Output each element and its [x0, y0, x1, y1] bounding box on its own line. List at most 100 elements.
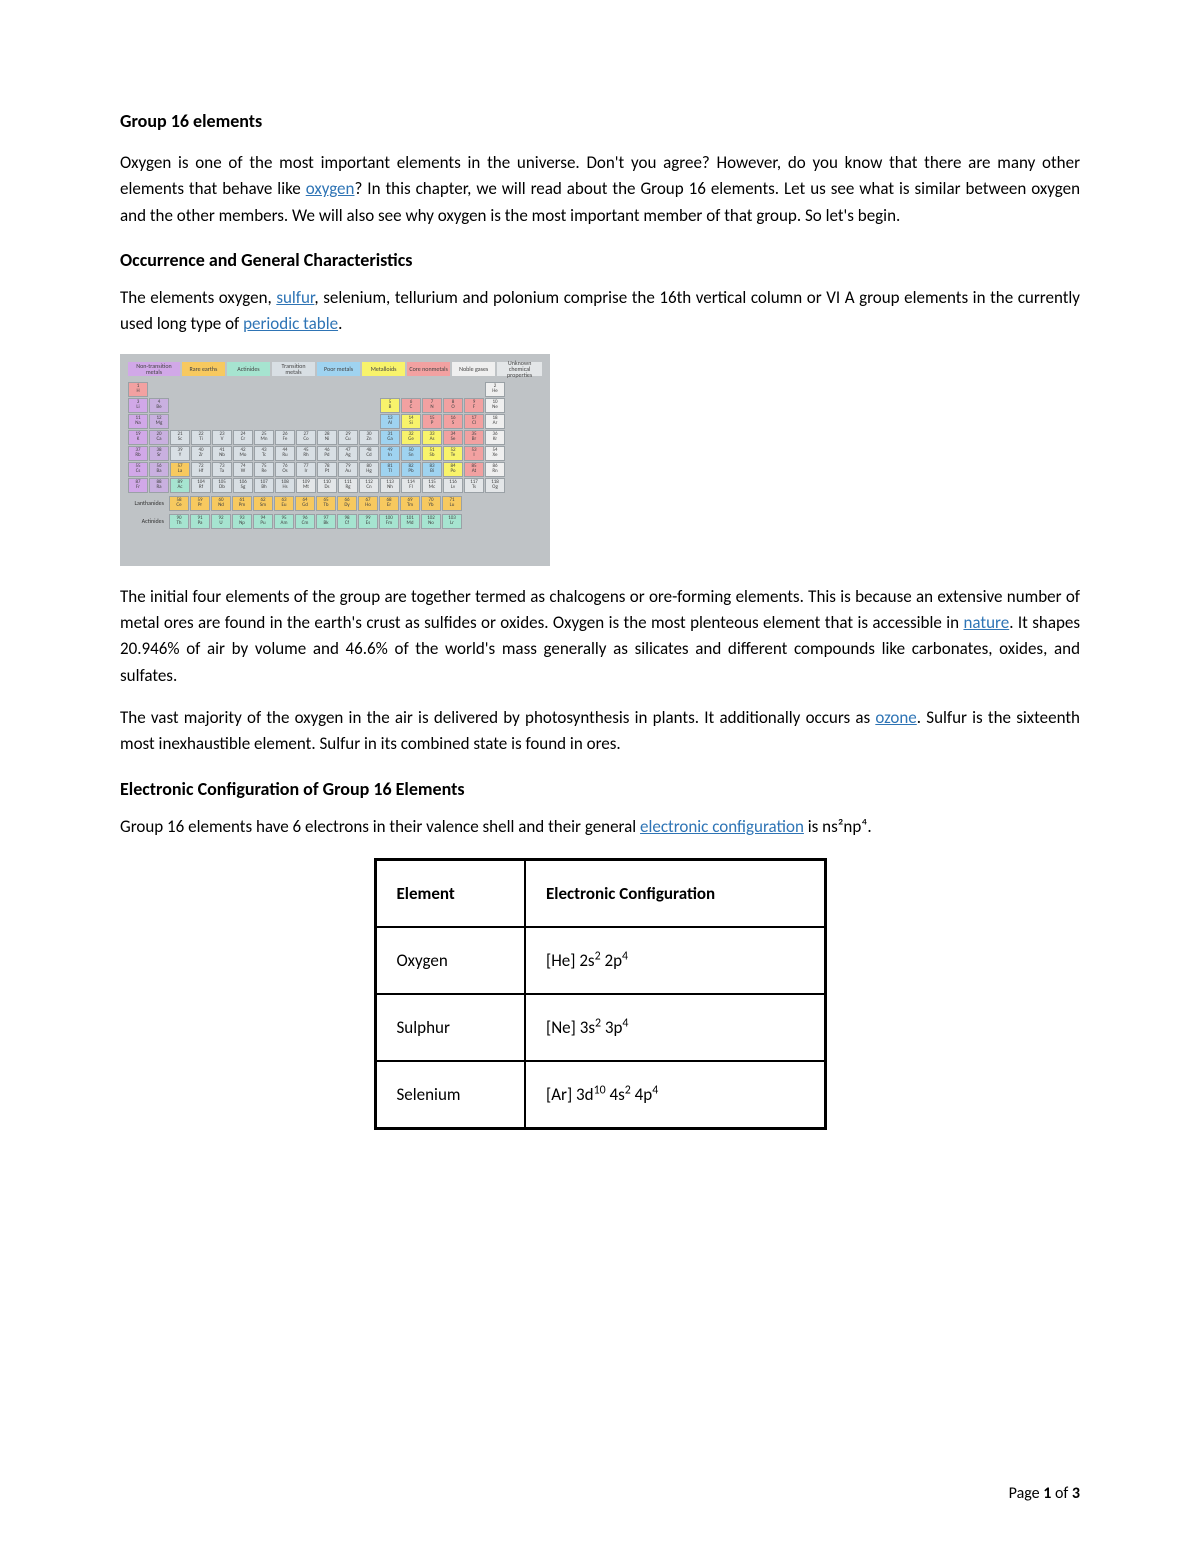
pt-element-cell: 33As — [422, 430, 442, 445]
pt-element-cell: 9F — [464, 398, 484, 413]
pt-element-cell: 118Og — [485, 478, 505, 493]
pt-element-cell: 89Ac — [170, 478, 190, 493]
pt-element-cell: 80Hg — [359, 462, 379, 477]
nature-link[interactable]: nature — [963, 612, 1009, 633]
pt-element-cell: 8O — [443, 398, 463, 413]
pt-element-cell: 56Ba — [149, 462, 169, 477]
pt-element-cell: 27Co — [296, 430, 316, 445]
pt-element-cell: 64Gd — [295, 496, 315, 511]
page-footer: Page 1 of 3 — [1009, 1484, 1080, 1503]
pt-element-cell: 2He — [485, 382, 505, 397]
pt-element-cell: 14Si — [401, 414, 421, 429]
occurrence-p2: The initial four elements of the group a… — [120, 584, 1080, 689]
pt-element-cell: 34Se — [443, 430, 463, 445]
pt-element-cell: 44Ru — [275, 446, 295, 461]
pt-legend-item: Unknown chemical properties — [497, 362, 542, 376]
pt-legend-item: Actinides — [227, 362, 270, 376]
pt-element-cell: 66Dy — [337, 496, 357, 511]
oxygen-link[interactable]: oxygen — [306, 178, 355, 199]
pt-actinide-row: Actinides90Th91Pa92U93Np94Pu95Am96Cm97Bk… — [128, 514, 542, 529]
pt-element-cell: 50Sn — [401, 446, 421, 461]
pt-element-cell: 111Rg — [338, 478, 358, 493]
pt-element-cell: 29Cu — [338, 430, 358, 445]
pt-element-cell: 102No — [421, 514, 441, 529]
pt-element-cell: 94Pu — [253, 514, 273, 529]
pt-main-grid: 1H2He3Li4Be5B6C7N8O9F10Ne11Na12Mg13Al14S… — [128, 382, 542, 493]
pt-element-cell: 24Cr — [233, 430, 253, 445]
pt-element-cell: 107Bh — [254, 478, 274, 493]
pt-element-cell: 3Li — [128, 398, 148, 413]
pt-element-cell: 86Rn — [485, 462, 505, 477]
cell-config: [Ne] 3s2 3p4 — [525, 994, 825, 1061]
pt-element-cell: 28Ni — [317, 430, 337, 445]
pt-element-cell: 46Pd — [317, 446, 337, 461]
pt-element-cell: 77Ir — [296, 462, 316, 477]
pt-element-cell: 67Ho — [358, 496, 378, 511]
pt-element-cell: 10Ne — [485, 398, 505, 413]
pt-element-cell: 81Tl — [380, 462, 400, 477]
intro-paragraph: Oxygen is one of the most important elem… — [120, 150, 1080, 229]
footer-total: 3 — [1072, 1484, 1080, 1503]
pt-element-cell: 82Pb — [401, 462, 421, 477]
ozone-link[interactable]: ozone — [875, 707, 916, 728]
pt-element-cell: 51Sb — [422, 446, 442, 461]
pt-element-cell: 4Be — [149, 398, 169, 413]
pt-element-cell: 32Ge — [401, 430, 421, 445]
pt-element-cell: 110Ds — [317, 478, 337, 493]
pt-element-cell: 91Pa — [190, 514, 210, 529]
pt-element-cell: 101Md — [400, 514, 420, 529]
pt-element-cell: 117Ts — [464, 478, 484, 493]
pt-legend: Non-transition metalsRare earthsActinide… — [128, 362, 542, 376]
table-row: Sulphur[Ne] 3s2 3p4 — [375, 994, 825, 1061]
footer-of: of — [1051, 1484, 1072, 1503]
pt-element-cell: 31Ga — [380, 430, 400, 445]
pt-element-cell: 36Kr — [485, 430, 505, 445]
pt-element-cell: 15P — [422, 414, 442, 429]
pt-element-cell: 59Pr — [190, 496, 210, 511]
pt-element-cell: 38Sr — [149, 446, 169, 461]
pt-element-cell: 116Lv — [443, 478, 463, 493]
pt-element-cell: 16S — [443, 414, 463, 429]
pt-element-cell: 23V — [212, 430, 232, 445]
pt-element-cell: 99Es — [358, 514, 378, 529]
pt-element-cell: 7N — [422, 398, 442, 413]
pt-element-cell: 25Mn — [254, 430, 274, 445]
pt-element-cell: 70Yb — [421, 496, 441, 511]
econfig-intro: Group 16 elements have 6 electrons in th… — [120, 814, 1080, 840]
electronic-configuration-link[interactable]: electronic configuration — [640, 816, 804, 837]
sulfur-link[interactable]: sulfur — [276, 287, 314, 308]
table-header-row: Element Electronic Configuration — [375, 860, 825, 928]
pt-element-cell: 35Br — [464, 430, 484, 445]
ec-intro-a: Group 16 elements have 6 electrons in th… — [120, 816, 640, 837]
pt-element-cell: 12Mg — [149, 414, 169, 429]
pt-legend-item: Transition metals — [272, 362, 315, 376]
pt-element-cell: 98Cf — [337, 514, 357, 529]
occurrence-heading: Occurrence and General Characteristics — [120, 249, 1080, 271]
periodic-table-link[interactable]: periodic table — [243, 313, 338, 334]
occurrence-p1: The elements oxygen, sulfur, selenium, t… — [120, 285, 1080, 338]
pt-element-cell: 74W — [233, 462, 253, 477]
occ-p1-a: The elements oxygen, — [120, 287, 276, 308]
cell-element: Sulphur — [375, 994, 525, 1061]
pt-element-cell: 108Hs — [275, 478, 295, 493]
occ-p3-a: The vast majority of the oxygen in the a… — [120, 707, 875, 728]
pt-row-label: Actinides — [128, 514, 168, 529]
pt-element-cell: 95Am — [274, 514, 294, 529]
pt-element-cell: 87Fr — [128, 478, 148, 493]
pt-element-cell: 47Ag — [338, 446, 358, 461]
footer-prefix: Page — [1009, 1484, 1044, 1503]
pt-element-cell: 17Cl — [464, 414, 484, 429]
pt-element-cell: 73Ta — [212, 462, 232, 477]
th-config: Electronic Configuration — [525, 860, 825, 928]
pt-element-cell: 79Au — [338, 462, 358, 477]
pt-element-cell: 6C — [401, 398, 421, 413]
pt-element-cell: 83Bi — [422, 462, 442, 477]
pt-element-cell: 53I — [464, 446, 484, 461]
cell-config: [He] 2s2 2p4 — [525, 927, 825, 994]
pt-element-cell: 106Sg — [233, 478, 253, 493]
pt-element-cell: 72Hf — [191, 462, 211, 477]
pt-legend-item: Metalloids — [362, 362, 405, 376]
pt-element-cell: 104Rf — [191, 478, 211, 493]
pt-legend-item: Core nonmetals — [407, 362, 450, 376]
pt-element-cell: 21Sc — [170, 430, 190, 445]
